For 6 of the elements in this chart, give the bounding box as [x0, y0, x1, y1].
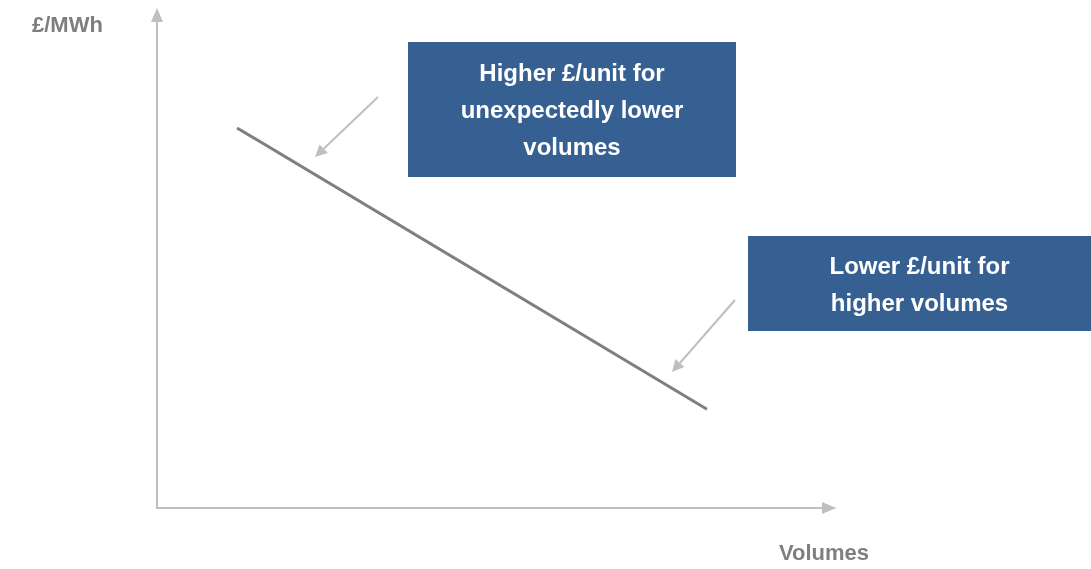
x-axis-title: Volumes: [779, 540, 870, 566]
y-axis-title: £/MWh: [32, 12, 103, 38]
annotation: Higher £/unit for unexpectedly lower volumes: [459, 58, 685, 162]
text-box: Lower £/unit for higher volumes: [748, 236, 1091, 331]
text-box: Higher £/unit for unexpectedly lower volumes: [408, 42, 736, 177]
annotation: Lower £/unit for higher volumes: [828, 250, 1011, 318]
